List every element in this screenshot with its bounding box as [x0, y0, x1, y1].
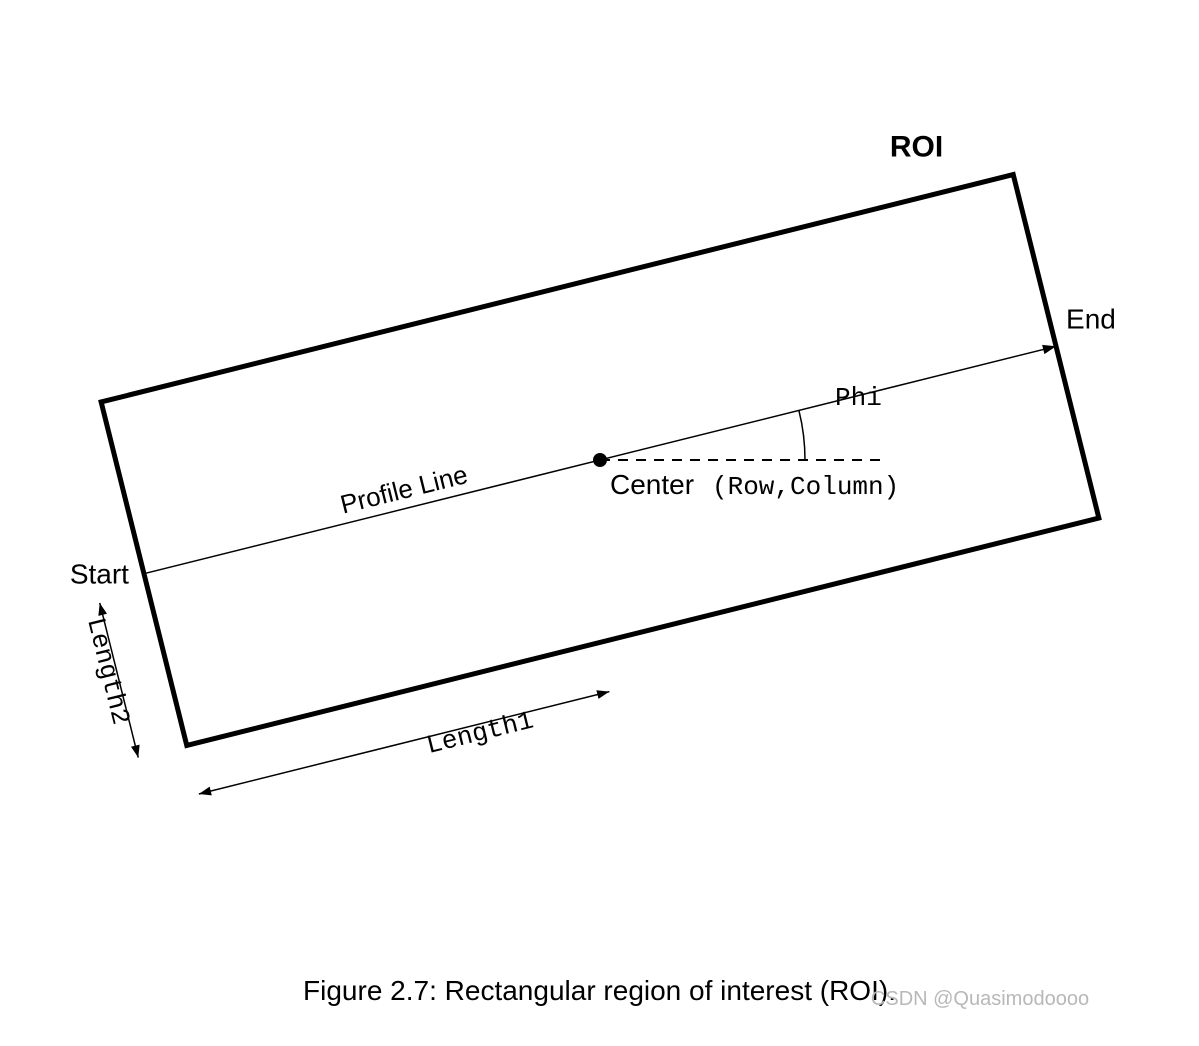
length1-dimension	[199, 692, 609, 794]
figure-caption: Figure 2.7: Rectangular region of intere…	[303, 975, 896, 1006]
length2-label: Length2	[80, 615, 136, 728]
profile-line-label: Profile Line	[337, 459, 470, 520]
start-label: Start	[70, 559, 129, 590]
center-label: Center	[610, 469, 694, 500]
watermark-text: CSDN @Quasimodoooo	[871, 988, 1089, 1010]
length1-label: Length1	[423, 705, 536, 761]
rowcol-label: (Row,Column)	[712, 472, 899, 502]
end-label: End	[1066, 303, 1116, 334]
phi-label: Phi	[835, 383, 882, 413]
roi-title-label: ROI	[890, 131, 943, 164]
phi-arc	[799, 410, 805, 460]
